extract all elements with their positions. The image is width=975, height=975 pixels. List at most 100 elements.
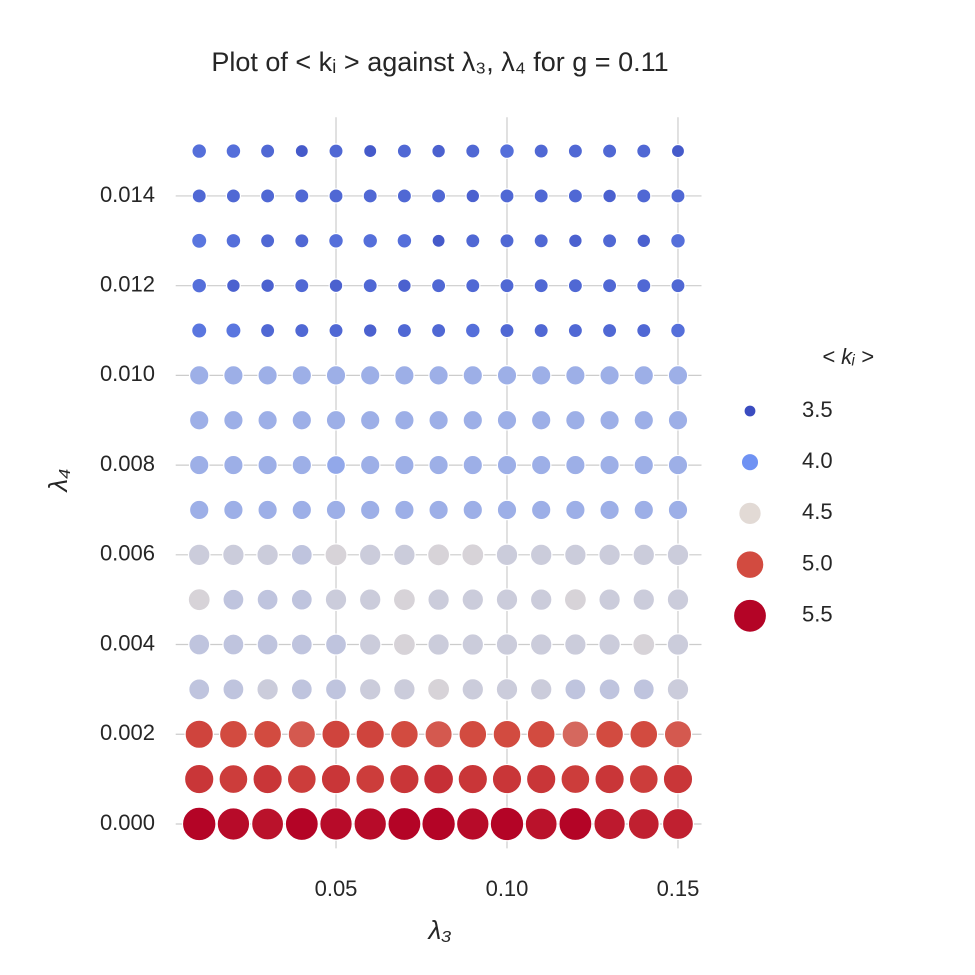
point bbox=[325, 499, 347, 521]
point bbox=[321, 719, 351, 749]
point bbox=[191, 322, 208, 339]
point bbox=[601, 322, 618, 339]
point bbox=[421, 806, 456, 842]
point bbox=[181, 806, 217, 842]
point bbox=[667, 454, 689, 476]
legend-label: 3.5 bbox=[802, 397, 833, 422]
legend-marker bbox=[743, 404, 757, 418]
point bbox=[667, 499, 689, 521]
point bbox=[257, 409, 278, 431]
point bbox=[355, 764, 386, 795]
point bbox=[530, 365, 552, 386]
point bbox=[601, 233, 618, 249]
point bbox=[218, 719, 248, 749]
point bbox=[564, 678, 587, 701]
x-tick-label: 0.15 bbox=[657, 876, 700, 901]
point bbox=[465, 278, 481, 294]
point bbox=[430, 188, 447, 204]
point bbox=[499, 278, 515, 294]
point bbox=[257, 454, 278, 476]
point bbox=[431, 143, 446, 159]
point bbox=[636, 188, 652, 204]
point bbox=[251, 807, 285, 841]
point bbox=[598, 633, 621, 656]
point bbox=[392, 588, 416, 612]
point bbox=[533, 188, 549, 204]
point bbox=[392, 632, 416, 657]
y-tick-label: 0.006 bbox=[100, 541, 155, 566]
point bbox=[325, 409, 347, 431]
point bbox=[666, 543, 690, 567]
point bbox=[661, 807, 695, 841]
point bbox=[628, 764, 659, 795]
point bbox=[533, 322, 549, 339]
point bbox=[363, 143, 378, 159]
point bbox=[362, 188, 378, 204]
point bbox=[223, 365, 244, 386]
point bbox=[670, 188, 686, 204]
point bbox=[558, 806, 593, 842]
point bbox=[430, 278, 447, 294]
legend-marker bbox=[738, 501, 762, 526]
point bbox=[599, 365, 620, 386]
point bbox=[599, 409, 620, 431]
point bbox=[324, 543, 348, 567]
point bbox=[633, 454, 655, 476]
point bbox=[599, 499, 620, 521]
point bbox=[291, 409, 313, 431]
point bbox=[636, 278, 652, 294]
point bbox=[499, 188, 515, 204]
point bbox=[560, 764, 591, 795]
point bbox=[287, 720, 317, 749]
legend-marker bbox=[740, 452, 760, 472]
point bbox=[636, 322, 652, 339]
point bbox=[598, 678, 621, 701]
point bbox=[187, 588, 211, 612]
point bbox=[599, 454, 620, 476]
point bbox=[319, 807, 353, 841]
point bbox=[632, 543, 656, 567]
x-tick-label: 0.05 bbox=[315, 876, 358, 901]
point bbox=[389, 763, 420, 795]
point bbox=[564, 633, 587, 656]
legend-title: < kᵢ > bbox=[822, 344, 874, 369]
point bbox=[188, 633, 211, 656]
point bbox=[670, 143, 686, 159]
point bbox=[291, 365, 313, 386]
point bbox=[222, 588, 245, 611]
point bbox=[499, 143, 515, 159]
point bbox=[359, 365, 381, 386]
point bbox=[461, 678, 485, 701]
point bbox=[496, 499, 518, 521]
point bbox=[457, 763, 489, 795]
point bbox=[358, 678, 382, 701]
point bbox=[667, 365, 689, 386]
point bbox=[259, 143, 276, 159]
point bbox=[595, 719, 625, 749]
point bbox=[455, 807, 490, 841]
point bbox=[496, 409, 518, 431]
point bbox=[636, 143, 652, 159]
point bbox=[290, 588, 313, 611]
point bbox=[188, 499, 210, 521]
point bbox=[462, 499, 484, 521]
point bbox=[427, 633, 450, 656]
point bbox=[567, 143, 584, 159]
point bbox=[465, 233, 481, 249]
point bbox=[424, 720, 453, 749]
point bbox=[427, 677, 451, 701]
chart-title: Plot of < kᵢ > against λ₃, λ₄ for g = 0.… bbox=[211, 47, 668, 77]
point bbox=[496, 365, 518, 386]
point bbox=[226, 278, 241, 294]
y-tick-label: 0.012 bbox=[100, 271, 155, 296]
legend-marker bbox=[732, 598, 768, 633]
point bbox=[667, 409, 689, 431]
point bbox=[256, 633, 279, 656]
y-tick-label: 0.002 bbox=[100, 720, 155, 745]
point bbox=[561, 720, 590, 749]
point bbox=[222, 633, 245, 656]
point bbox=[187, 543, 211, 567]
y-tick-label: 0.014 bbox=[100, 182, 155, 207]
point bbox=[633, 365, 655, 386]
point bbox=[428, 365, 449, 386]
